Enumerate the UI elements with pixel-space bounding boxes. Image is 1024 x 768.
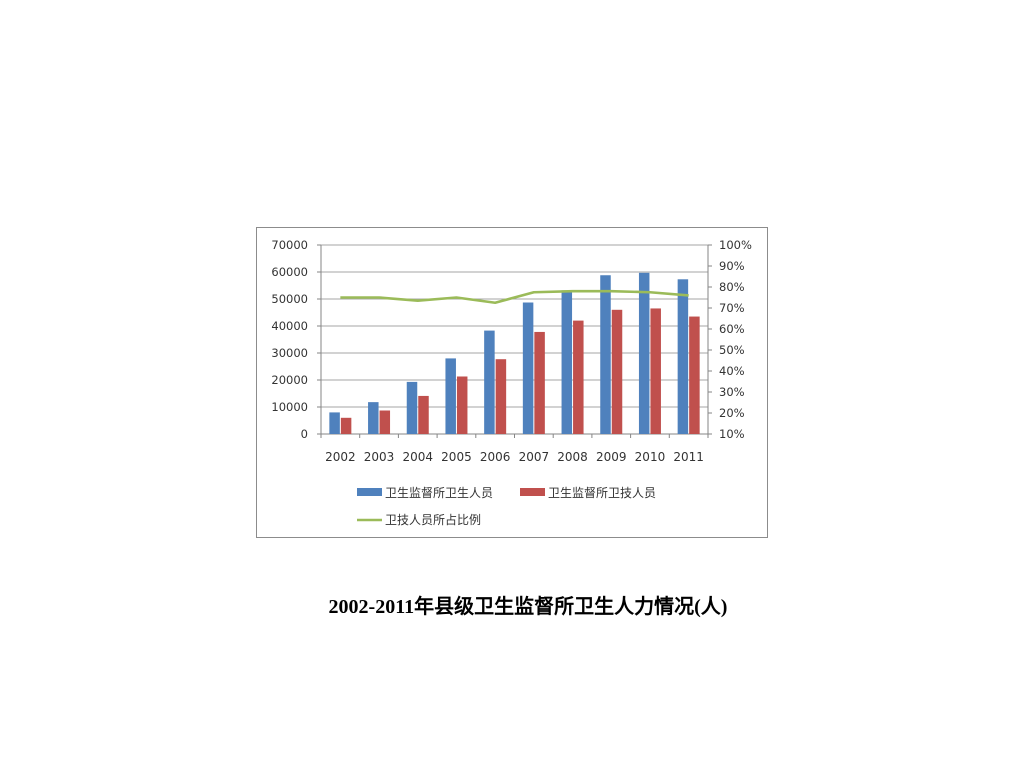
bar-series2 bbox=[689, 316, 700, 434]
legend-swatch-series1 bbox=[357, 488, 382, 496]
y-right-tick-label: 10% bbox=[719, 427, 745, 441]
y-right-tick-label: 50% bbox=[719, 343, 745, 357]
bar-series1 bbox=[522, 302, 534, 434]
bar-series1 bbox=[445, 358, 456, 434]
y-right-tick-label: 30% bbox=[719, 385, 745, 399]
bar-series1 bbox=[561, 290, 573, 434]
y-right-tick-label: 90% bbox=[719, 259, 745, 273]
bar-series2 bbox=[418, 395, 429, 434]
y-right-tick-label: 20% bbox=[719, 406, 745, 420]
x-tick-label: 2003 bbox=[364, 450, 395, 464]
x-tick-label: 2006 bbox=[480, 450, 511, 464]
bar-series1 bbox=[329, 412, 340, 434]
x-tick-label: 2011 bbox=[673, 450, 704, 464]
bar-series2 bbox=[379, 410, 391, 434]
bar-series2 bbox=[495, 359, 507, 434]
x-tick-label: 2009 bbox=[596, 450, 627, 464]
y-left-tick-label: 30000 bbox=[271, 346, 308, 360]
combo-chart: 0 10000 20000 30000 40000 50000 60000 70000 10% 2… bbox=[271, 238, 752, 527]
y-left-tick-label: 70000 bbox=[271, 238, 308, 252]
legend-label-series1: 卫生监督所卫生人员 bbox=[385, 485, 493, 500]
bar-series1 bbox=[638, 272, 650, 434]
bar-series2 bbox=[534, 331, 545, 434]
y-left-tick-label: 0 bbox=[301, 427, 308, 441]
bar-series1 bbox=[406, 381, 418, 434]
y-right-tick-label: 80% bbox=[719, 280, 745, 294]
bar-series2 bbox=[573, 320, 584, 434]
y-left-tick-label: 10000 bbox=[271, 400, 308, 414]
x-tick-label: 2008 bbox=[557, 450, 588, 464]
bar-series2 bbox=[340, 417, 352, 434]
y-right-tick-label: 40% bbox=[719, 364, 745, 378]
x-tick-label: 2002 bbox=[325, 450, 356, 464]
legend-label-series2: 卫生监督所卫技人员 bbox=[548, 485, 656, 500]
legend-label-series3: 卫技人员所占比例 bbox=[385, 512, 481, 527]
y-left-tick-label: 60000 bbox=[271, 265, 308, 279]
legend-swatch-series2 bbox=[520, 488, 545, 496]
x-tick-label: 2005 bbox=[441, 450, 472, 464]
bar-series1 bbox=[677, 279, 689, 434]
y-right-tick-label: 70% bbox=[719, 301, 745, 315]
bar-series2 bbox=[611, 309, 623, 434]
x-tick-label: 2010 bbox=[635, 450, 666, 464]
line-series3 bbox=[340, 289, 689, 305]
caption-years: 2002-2011 bbox=[328, 596, 415, 618]
y-left-tick-label: 20000 bbox=[271, 373, 308, 387]
y-left-tick-label: 40000 bbox=[271, 319, 308, 333]
y-right-tick-label: 60% bbox=[719, 322, 745, 336]
bar-series1 bbox=[600, 275, 611, 434]
y-left-tick-label: 50000 bbox=[271, 292, 308, 306]
x-tick-label: 2004 bbox=[402, 450, 433, 464]
x-tick-label: 2007 bbox=[519, 450, 550, 464]
caption-text: 年县级卫生监督所卫生人力情况(人) bbox=[414, 596, 728, 618]
bar-series2 bbox=[650, 308, 661, 434]
chart-caption: 2002-2011年县级卫生监督所卫生人力情况(人) bbox=[0, 590, 1024, 619]
y-right-tick-label: 100% bbox=[719, 238, 752, 252]
bar-series1 bbox=[368, 402, 379, 434]
chart-frame: 0 10000 20000 30000 40000 50000 60000 70000 10% 2… bbox=[256, 227, 768, 538]
bar-series2 bbox=[456, 376, 468, 434]
bar-series1 bbox=[484, 330, 495, 434]
